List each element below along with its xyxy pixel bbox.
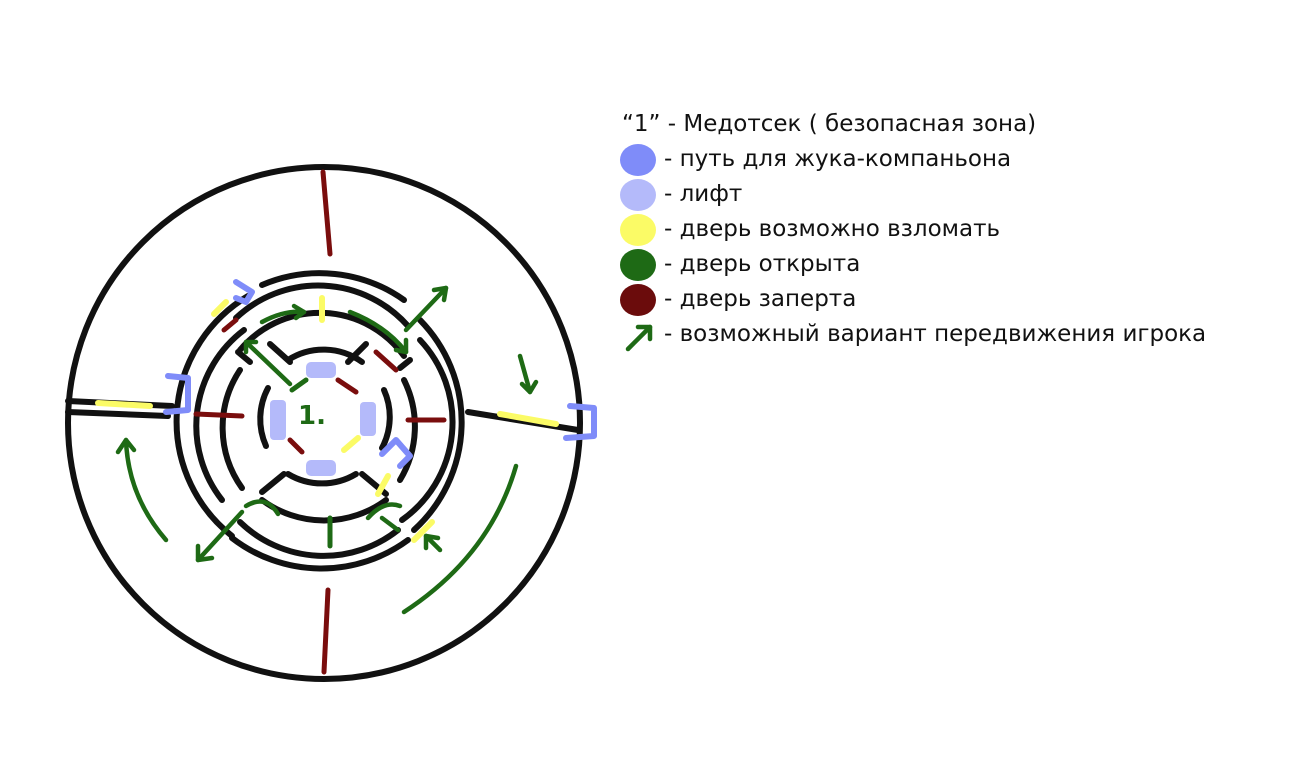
elevator-top [306,362,336,378]
middle-wall-inner-bottom [237,519,401,559]
map-walls [65,164,583,682]
locked-doors [193,169,447,675]
player-routes [115,285,539,615]
companion-path-nw [233,279,255,305]
door-hackable-east [497,411,559,427]
door-locked-nw-middle [221,317,239,333]
partition-wall-left-lower [65,409,171,419]
door-locked-west [193,411,245,419]
legend-label: - дверь заперта [664,286,857,312]
hub-radial-1 [267,341,293,365]
elevators [270,362,376,476]
route-se-up-head [423,533,441,551]
route-ne-exit-head [431,285,449,303]
route-east-down [517,353,533,395]
blue-circle-icon [620,144,656,176]
map-legend: “1” - Медотсек ( безопасная зона) - путь… [620,107,1206,352]
route-se-arc [365,502,403,521]
hub-radial-4 [259,471,287,495]
route-se-inner [379,515,401,533]
middle-wall-outer-bottom [229,535,411,572]
yellow-circle-icon [620,214,656,246]
open-doors [289,377,333,549]
dark-red-circle-icon [620,284,656,316]
middle-wall-inner-left [193,327,247,503]
route-north-arc-head [393,337,409,355]
door-locked-hub-w [287,437,305,455]
route-sw-arc-head [195,543,215,563]
corridor-wall-outer-b [397,377,418,483]
green-circle-icon [620,249,656,281]
route-sw-arc [195,509,245,563]
route-ne-exit [403,285,449,333]
legend-item-player-route: - возможный вариант передвижения игрока [620,317,1206,352]
legend-title: “1” - Медотсек ( безопасная зона) [622,111,1037,137]
legend-label: - путь для жука-компаньона [664,146,1012,172]
elevator-left [270,400,286,440]
door-hackable-west [95,400,153,409]
green-arrow-icon [625,324,653,352]
middle-wall-outer-right [411,317,465,533]
route-north-arc [347,309,409,355]
door-hackable-se [411,519,435,543]
door-locked-south [321,587,331,675]
route-nw-arc-head [291,303,307,321]
light-blue-circle-icon [620,179,656,211]
route-se-long [401,463,519,615]
route-west-up [123,437,169,543]
hub-wall-bottom [285,471,359,487]
door-open-hub-nw [289,377,309,393]
corridor-radial-1 [235,349,253,365]
door-locked-hub-ne [373,349,399,373]
elevator-bottom [306,460,336,476]
door-hackable-nw [211,299,229,317]
companion-path-west [163,373,191,415]
hub-wall-right [379,387,393,451]
medbay-label: 1. [298,401,326,431]
outer-ring-wall [65,164,583,682]
legend-label: - возможный вариант передвижения игрока [664,321,1207,347]
legend-label: - дверь возможно взломать [664,216,1001,242]
route-hub-nw [243,339,293,387]
route-west-up-head [115,437,137,455]
hub-wall-left [257,385,271,449]
elevator-right [360,402,376,436]
legend-item-companion-path: - путь для жука-компаньона [620,142,1036,177]
legend-label: - дверь открыта [664,251,861,277]
route-south-arc [243,499,281,517]
legend-item-door-hackable: - дверь возможно взломать [620,212,1036,247]
door-hackable-hub-se [341,435,361,453]
route-hub-nw-head [243,339,259,355]
legend-item-door-locked: - дверь заперта [620,282,1036,317]
legend-item-elevator: - лифт [620,177,1036,212]
companion-paths [163,279,597,469]
middle-wall-inner-top [233,282,411,329]
hackable-doors [95,295,559,543]
middle-wall-outer-top [259,270,407,303]
middle-wall-inner-right [399,337,456,523]
companion-path-center [379,437,413,469]
legend-label: - лифт [664,181,743,207]
corridor-wall-outer-d [219,367,245,491]
door-locked-hub-nw [335,377,359,395]
door-hackable-corridor-se [375,473,391,497]
corridor-radial-2 [397,357,413,371]
legend-item-door-open: - дверь открыта [620,247,1036,282]
route-east-down-head [519,379,539,395]
hub-radial-2 [345,341,369,365]
companion-path-east [563,403,597,441]
door-locked-north [320,169,333,257]
